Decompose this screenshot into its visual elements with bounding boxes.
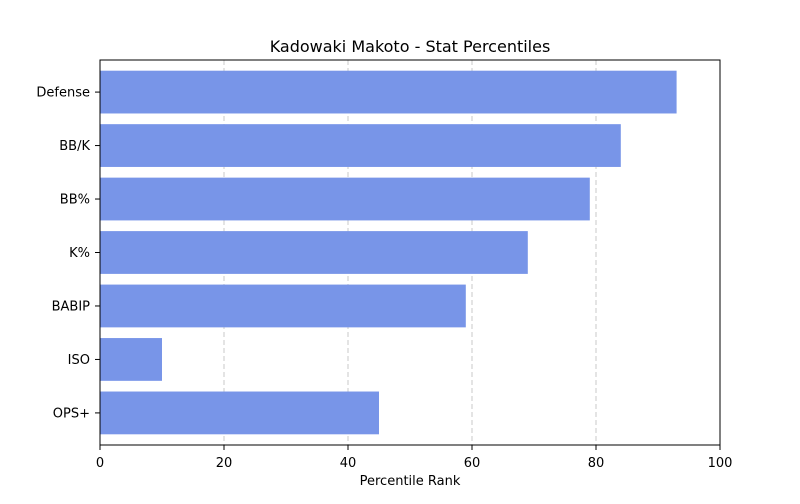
x-axis-ticks: 0 20 40 60 80 100 (96, 445, 733, 471)
bar-bb- (100, 177, 590, 221)
x-tick-label: 40 (340, 456, 357, 471)
bar-defense (100, 70, 677, 114)
bar-bb-k (100, 124, 621, 167)
y-tick-label: K% (69, 246, 90, 261)
bar-iso (100, 338, 162, 381)
bar-babip (100, 284, 466, 328)
x-tick-label: 100 (708, 456, 733, 471)
y-tick-label: OPS+ (53, 406, 90, 421)
x-tick-label: 80 (588, 456, 605, 471)
y-tick-label: BABIP (52, 299, 91, 314)
x-tick-label: 60 (464, 456, 481, 471)
x-tick-label: 0 (96, 456, 104, 471)
y-tick-label: BB/K (59, 139, 90, 154)
y-tick-label: ISO (68, 353, 90, 368)
y-tick-label: BB% (60, 193, 90, 208)
bars (100, 70, 677, 435)
bar-k- (100, 231, 528, 274)
y-axis-ticks: Defense BB/K BB% K% BABIP ISO OPS+ (36, 86, 100, 421)
y-tick-label: Defense (36, 86, 90, 101)
chart-title: Kadowaki Makoto - Stat Percentiles (270, 37, 551, 56)
x-tick-label: 20 (216, 456, 233, 471)
bar-ops- (100, 391, 379, 435)
x-axis-label: Percentile Rank (360, 474, 461, 489)
